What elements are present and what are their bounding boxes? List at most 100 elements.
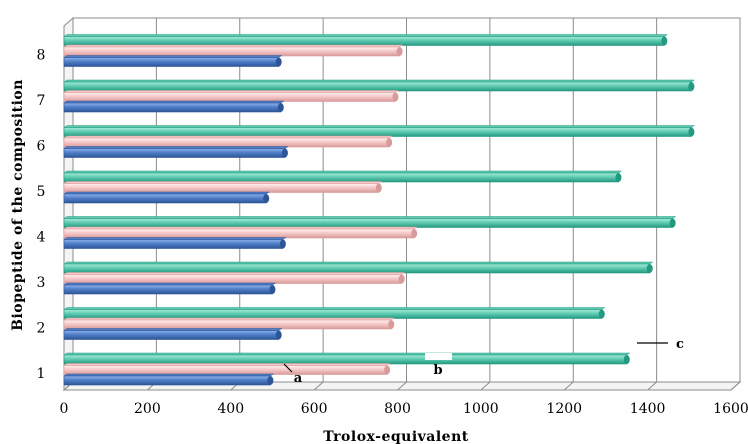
- x-tick-label: 1600: [713, 401, 748, 417]
- floor-gridline: [397, 381, 407, 391]
- bar: [63, 181, 383, 193]
- x-tick-label: 1200: [546, 401, 582, 417]
- bar: [63, 170, 623, 183]
- floor-gridline: [480, 381, 491, 391]
- x-tick-label: 0: [60, 401, 69, 417]
- bar-end-cap: [392, 92, 399, 102]
- bar: [63, 146, 289, 158]
- bar-front-face: [63, 239, 284, 249]
- bar-end-cap: [688, 127, 695, 137]
- bar-top-face: [63, 191, 271, 195]
- bar-front-face: [63, 172, 619, 183]
- annotation-leader: [283, 363, 293, 373]
- floor-gridline: [730, 381, 741, 391]
- bar-end-cap: [384, 365, 391, 375]
- bar-end-cap: [661, 36, 668, 46]
- bar-front-face: [63, 193, 267, 204]
- y-tick-labels: 1 2 3 4 5 6 7 8: [37, 48, 46, 383]
- bar: [63, 34, 669, 46]
- annotation-label: a: [294, 371, 303, 386]
- bar: [63, 282, 277, 295]
- bar-front-face: [63, 228, 415, 239]
- y-tick-label: 5: [37, 184, 46, 200]
- bar-end-cap: [669, 218, 676, 228]
- bar: [63, 79, 696, 92]
- bar-end-cap: [623, 355, 630, 364]
- bar-front-face: [63, 57, 279, 67]
- floor-gridline: [313, 381, 324, 391]
- bar: [63, 317, 396, 330]
- bar-end-cap: [411, 229, 418, 238]
- bar: [63, 90, 400, 102]
- bar-end-cap: [375, 183, 382, 193]
- bar: [63, 328, 283, 340]
- y-tick-label: 7: [37, 93, 46, 109]
- bar-front-face: [63, 284, 273, 295]
- bar-front-face: [63, 354, 628, 365]
- x-tick-labels: 0 200 400 600 800 1000 1200 1400 1600: [60, 401, 748, 417]
- annotation-label: b: [433, 363, 442, 378]
- y-tick-label: 4: [37, 230, 46, 246]
- bar-top-face: [63, 135, 393, 139]
- bar-front-face: [63, 127, 692, 137]
- bar-front-face: [63, 137, 390, 148]
- bars-group: [63, 34, 696, 386]
- bar-end-cap: [396, 47, 403, 56]
- x-tick-label: 400: [217, 401, 244, 417]
- bar: [63, 135, 393, 148]
- bar-front-face: [63, 319, 392, 330]
- y-tick-label: 8: [37, 48, 46, 64]
- annotation-label: c: [676, 337, 684, 352]
- x-tick-label: 1000: [463, 401, 499, 417]
- bar: [63, 373, 275, 386]
- bar-end-cap: [275, 330, 282, 340]
- bar-end-cap: [398, 274, 405, 284]
- bar-end-cap: [281, 148, 288, 158]
- bar-end-cap: [269, 285, 276, 294]
- bar-end-cap: [646, 264, 653, 273]
- x-tick-label: 200: [134, 401, 161, 417]
- bar-end-cap: [598, 309, 605, 319]
- bar-top-face: [63, 216, 677, 219]
- x-tick-label: 800: [384, 401, 411, 417]
- bar-front-face: [63, 183, 380, 193]
- x-tick-label: 600: [301, 401, 328, 417]
- y-tick-label: 6: [37, 139, 46, 155]
- series-annotations: a b c: [283, 337, 684, 386]
- bar-front-face: [63, 365, 388, 375]
- bar: [63, 55, 283, 67]
- bar-top-face: [63, 146, 289, 149]
- bar-front-face: [63, 218, 673, 228]
- bar-front-face: [63, 375, 271, 386]
- x-axis-title: Trolox-equivalent: [323, 429, 468, 444]
- annotation-c: c: [637, 337, 684, 352]
- bar: [63, 125, 696, 137]
- bar-front-face: [63, 263, 651, 274]
- bar: [63, 272, 406, 284]
- bar-end-cap: [263, 194, 270, 203]
- bar: [63, 44, 404, 57]
- bar-end-cap: [277, 103, 284, 112]
- annotation-a: a: [283, 363, 303, 386]
- bar-end-cap: [688, 82, 695, 91]
- bar-top-face: [63, 237, 287, 240]
- bar-front-face: [63, 309, 603, 319]
- annotation-mask: [425, 353, 452, 360]
- bar: [63, 363, 391, 375]
- bar-end-cap: [386, 138, 393, 147]
- y-tick-label: 2: [37, 321, 46, 337]
- bar: [63, 352, 631, 365]
- bar-end-cap: [279, 239, 286, 249]
- bar: [63, 261, 654, 274]
- bar: [63, 191, 271, 204]
- y-tick-label: 1: [37, 366, 46, 382]
- bar-top-face: [63, 90, 400, 93]
- bar-front-face: [63, 36, 665, 46]
- bar-end-cap: [275, 57, 282, 67]
- annotation-b: b: [425, 353, 452, 378]
- bar-front-face: [63, 148, 286, 158]
- bar-end-cap: [388, 320, 395, 329]
- bar: [63, 100, 285, 113]
- bar-top-face: [63, 125, 696, 128]
